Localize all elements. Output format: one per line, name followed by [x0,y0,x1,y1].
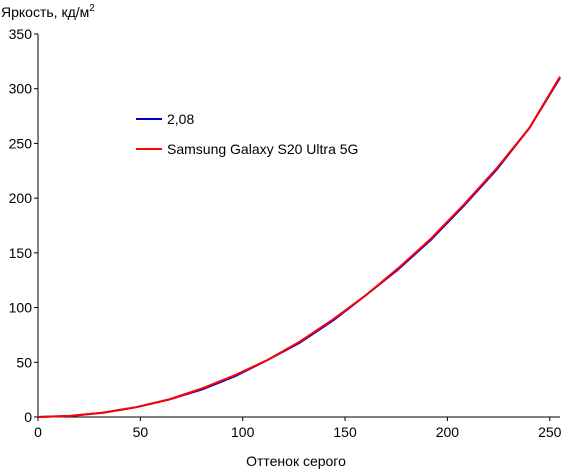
y-tick-label: 350 [9,26,33,42]
y-tick-label: 150 [9,245,33,261]
series-line-2 [37,76,561,418]
x-tick-label: 200 [436,424,460,440]
y-tick-label: 0 [24,409,32,425]
y-axis-title-superscript: 2 [89,3,95,14]
legend-label-series-2: Samsung Galaxy S20 Ultra 5G [167,141,358,157]
x-tick-label: 100 [231,424,255,440]
y-tick-label: 200 [9,190,33,206]
legend-label-series-1: 2,08 [167,111,194,127]
y-tick-label: 100 [9,300,33,316]
x-tick-label: 150 [333,424,357,440]
y-ticks: 0 50 100 150 200 250 300 350 [9,26,38,425]
axes [37,34,560,418]
y-tick-label: 50 [16,354,32,370]
x-tick-label: 250 [538,424,562,440]
x-tick-label: 0 [34,424,42,440]
y-tick-label: 300 [9,81,33,97]
x-tick-label: 50 [133,424,149,440]
x-axis-title: Оттенок серого [246,453,346,469]
series-line-1 [37,77,561,418]
y-tick-label: 250 [9,135,33,151]
series-layer [37,76,561,418]
y-axis-title: Яркость, кд/м2 [1,3,95,20]
legend: 2,08 Samsung Galaxy S20 Ultra 5G [136,111,358,157]
x-ticks: 0 50 100 150 200 250 [34,417,562,440]
